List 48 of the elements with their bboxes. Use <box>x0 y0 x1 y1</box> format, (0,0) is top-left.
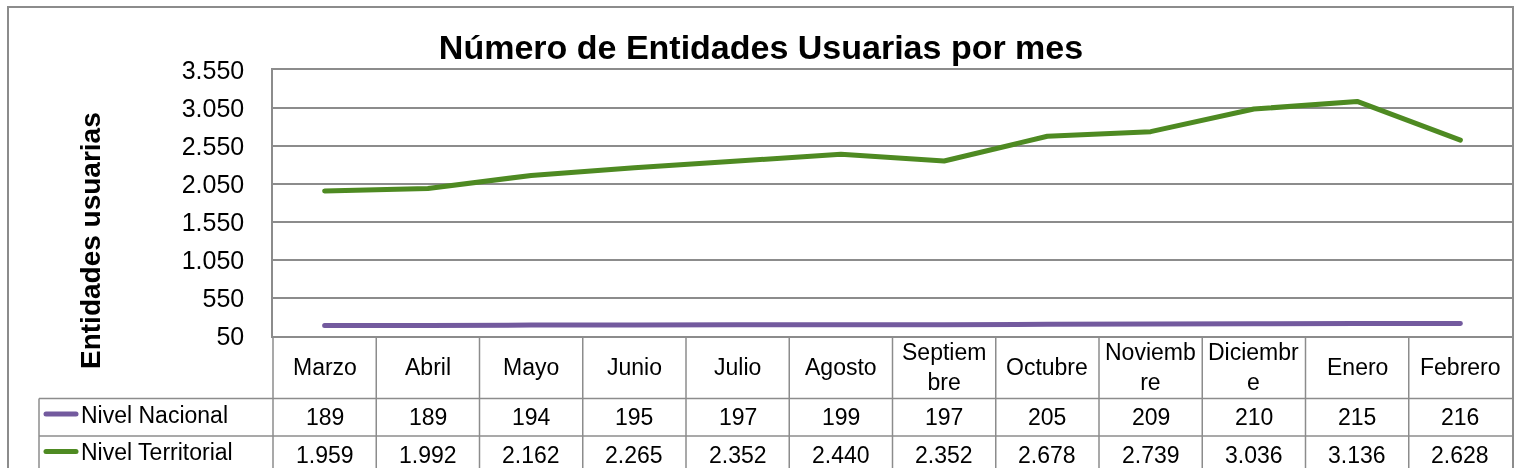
x-tick-label: Enero <box>1327 354 1389 380</box>
data-label: 2.162 <box>502 442 560 468</box>
y-tick-label: 50 <box>216 321 245 350</box>
data-label: 2.352 <box>709 442 767 468</box>
legend-label: Nivel Nacional <box>81 402 229 429</box>
data-label: 2.352 <box>915 442 973 468</box>
data-label: 194 <box>512 404 551 430</box>
x-tick-label: Octubre <box>1006 354 1088 380</box>
data-label: 2.739 <box>1122 442 1180 468</box>
x-tick-label: Marzo <box>293 354 357 380</box>
x-tick-label: Septiembre <box>902 339 987 395</box>
x-tick-label: Abril <box>405 354 452 380</box>
data-label: 209 <box>1132 404 1171 430</box>
x-tick-label: Febrero <box>1420 354 1501 380</box>
y-tick-label: 1.550 <box>181 207 245 236</box>
data-label: 205 <box>1028 404 1067 430</box>
data-label: 189 <box>409 404 448 430</box>
data-label: 1.992 <box>399 442 457 468</box>
x-tick-label: Mayo <box>503 354 560 380</box>
data-label: 216 <box>1441 404 1480 430</box>
y-axis-title: Entidades usuarias <box>75 112 106 369</box>
data-label: 199 <box>822 404 861 430</box>
data-label: 210 <box>1235 404 1274 430</box>
y-tick-label: 3.550 <box>181 55 245 84</box>
y-tick-label: 2.050 <box>181 169 245 198</box>
data-label: 2.440 <box>812 442 870 468</box>
x-tick-label: Diciembre <box>1208 339 1300 395</box>
y-tick-label: 2.550 <box>181 131 245 160</box>
data-label: 2.628 <box>1431 442 1489 468</box>
data-label: 2.265 <box>605 442 663 468</box>
data-label: 189 <box>306 404 345 430</box>
x-tick-label: Julio <box>714 354 762 380</box>
data-label: 195 <box>615 404 654 430</box>
y-tick-label: 550 <box>202 283 245 312</box>
x-tick-label: Noviembre <box>1105 339 1196 395</box>
x-tick-label: Junio <box>607 354 662 380</box>
legend-label: Nivel Territorial <box>81 439 233 466</box>
data-label: 197 <box>719 404 758 430</box>
data-label: 215 <box>1338 404 1377 430</box>
data-label: 3.136 <box>1328 442 1386 468</box>
y-tick-label: 3.050 <box>181 93 245 122</box>
data-label: 3.036 <box>1225 442 1283 468</box>
data-label: 197 <box>925 404 964 430</box>
y-tick-label: 1.050 <box>181 245 245 274</box>
data-label: 2.678 <box>1018 442 1076 468</box>
chart-title: Número de Entidades Usuarias por mes <box>438 27 1084 66</box>
data-label: 1.959 <box>296 442 354 468</box>
x-tick-label: Agosto <box>805 354 877 380</box>
